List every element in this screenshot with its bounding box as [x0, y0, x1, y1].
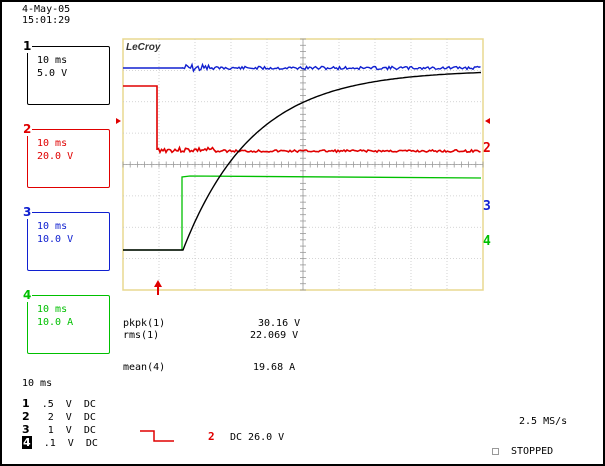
channel-2-box[interactable]: 2 10 ms 20.0 V: [22, 123, 110, 188]
acquisition-status[interactable]: STOPPED: [511, 446, 554, 457]
channel-2-scale: 20.0 V: [37, 151, 74, 162]
timebase-readout: 10 ms: [22, 378, 53, 389]
channel-3-scale: 10.0 V: [37, 234, 74, 245]
legend-row-4: 4 .1 V DC: [22, 436, 98, 449]
legend-2-coupling: DC: [83, 412, 96, 423]
legend-2-scale: 2: [47, 412, 54, 423]
legend-4-num: 4: [22, 436, 32, 449]
channel-1-scale: 5.0 V: [37, 68, 68, 79]
channel-4-number: 4: [22, 288, 33, 302]
channel-4-scale: 10.0 A: [37, 317, 74, 328]
graticule-grid: [122, 38, 484, 291]
channel-1-box[interactable]: 1 10 ms 5.0 V: [22, 40, 110, 105]
channel-1-trace: [123, 71, 482, 251]
measurement-label-rms: rms(1): [123, 330, 160, 341]
measurement-value-mean: 19.68 A: [253, 362, 296, 373]
channel-4-trace-marker: 4: [483, 234, 491, 249]
channel-2-timebase: 10 ms: [37, 138, 68, 149]
legend-2-num: 2: [22, 410, 30, 423]
legend-1-coupling: DC: [83, 399, 96, 410]
channel-3-trace-marker: 3: [483, 199, 491, 214]
capture-datetime: 4-May-05 15:01:29: [22, 4, 70, 26]
legend-row-2: 2 2 V DC: [22, 411, 96, 423]
measurement-value-pkpk: 30.16 V: [258, 318, 301, 329]
channel-3-timebase: 10 ms: [37, 221, 68, 232]
capture-time: 15:01:29: [22, 15, 71, 26]
legend-1-unit: V: [65, 399, 72, 410]
right-trigger-level-marker: [485, 118, 490, 124]
legend-4-unit: V: [67, 438, 74, 449]
channel-1-number: 1: [22, 39, 33, 53]
legend-1-num: 1: [22, 397, 30, 410]
legend-4-scale: .1: [43, 438, 56, 449]
sample-rate: 2.5 MS/s: [519, 416, 568, 427]
legend-3-num: 3: [22, 423, 30, 436]
trigger-edge-icon: [140, 430, 174, 442]
lecroy-logo: LeCroy: [126, 42, 161, 53]
legend-3-coupling: DC: [83, 425, 96, 436]
channel-3-box[interactable]: 3 10 ms 10.0 V: [22, 206, 110, 271]
legend-2-unit: V: [65, 412, 72, 423]
legend-3-unit: V: [65, 425, 72, 436]
legend-row-1: 1 .5 V DC: [22, 398, 96, 410]
status-indicator-icon: [492, 448, 499, 455]
channel-4-box[interactable]: 4 10 ms 10.0 A: [22, 289, 110, 354]
trigger-position-arrow-head: [154, 280, 162, 287]
channel-4-timebase: 10 ms: [37, 304, 68, 315]
measurement-label-pkpk: pkpk(1): [123, 318, 166, 329]
channel-2-trace: [123, 85, 481, 155]
trigger-channel: 2: [208, 430, 215, 443]
channel-2-number: 2: [22, 122, 33, 136]
capture-date: 4-May-05: [22, 4, 71, 15]
measurement-value-rms: 22.069 V: [250, 330, 299, 341]
measurement-label-mean: mean(4): [123, 362, 166, 373]
traces: [123, 62, 482, 251]
legend-4-coupling: DC: [85, 438, 98, 449]
channel-2-trace-marker: 2: [483, 141, 491, 156]
channel-1-timebase: 10 ms: [37, 55, 68, 66]
legend-row-3: 3 1 V DC: [22, 424, 96, 436]
trigger-level: DC 26.0 V: [230, 432, 285, 443]
legend-1-scale: .5: [41, 399, 54, 410]
channel-3-trace: [123, 62, 481, 73]
channel-3-number: 3: [22, 205, 33, 219]
left-trigger-level-marker: [116, 118, 121, 124]
legend-3-scale: 1: [47, 425, 54, 436]
